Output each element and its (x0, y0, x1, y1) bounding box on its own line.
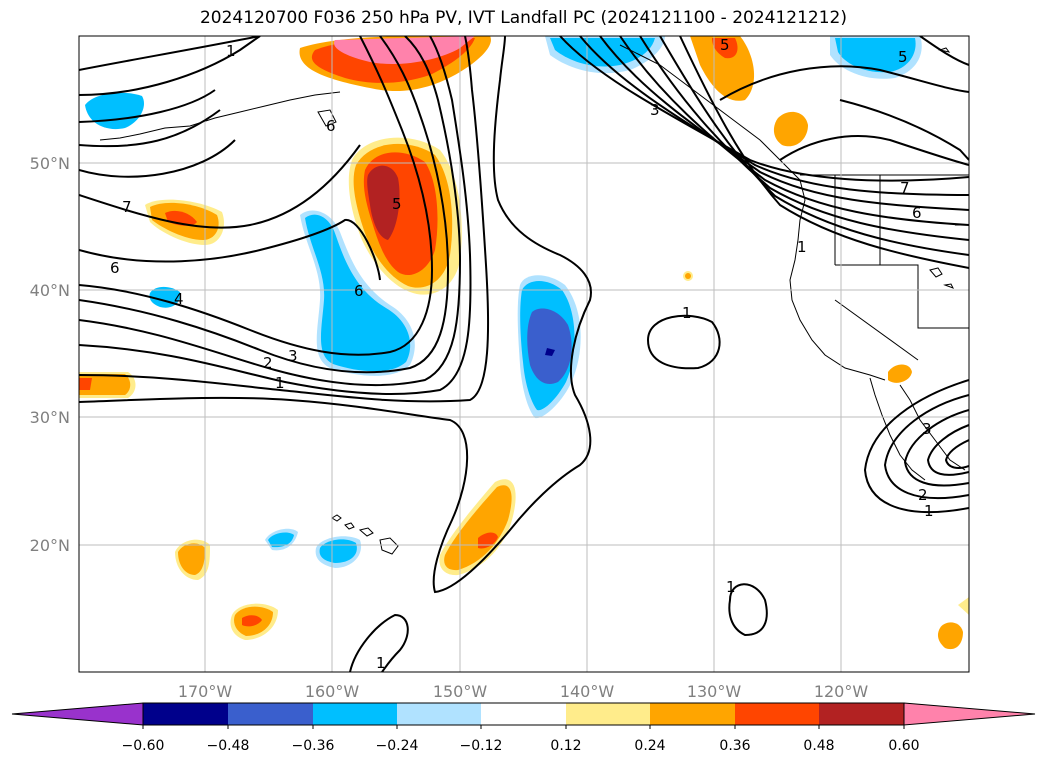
contour-label: 3 (650, 101, 660, 119)
lon-label-140w: 140°W (560, 682, 615, 701)
graticule (79, 36, 969, 672)
colorbar-tick-label: 0.60 (888, 738, 919, 754)
contour-label: 1 (924, 502, 934, 520)
contour-label: 4 (174, 290, 184, 308)
lat-label-20n: 20°N (30, 536, 70, 555)
colorbar-tick-label: −0.48 (207, 738, 250, 754)
map-frame (78, 35, 970, 673)
contour-label: 6 (110, 259, 120, 277)
lon-label-160w: 160°W (305, 682, 360, 701)
ivt-contours (79, 36, 969, 672)
contour-label: 1 (226, 42, 236, 60)
contour-label: 2 (918, 486, 928, 504)
colorbar-bin (397, 703, 481, 725)
lon-label-130w: 130°W (687, 682, 742, 701)
contour-label: 3 (288, 347, 298, 365)
colorbar-tick-label: −0.60 (122, 738, 165, 754)
contour-label: 1 (797, 238, 807, 256)
colorbar-bin (566, 703, 650, 725)
latitude-labels: 50°N 40°N 30°N 20°N (30, 154, 70, 555)
longitude-labels: 170°W 160°W 150°W 140°W 130°W 120°W (178, 682, 869, 701)
colorbar-tick-label: −0.12 (460, 738, 503, 754)
colorbar-bin (228, 703, 313, 725)
lon-label-120w: 120°W (814, 682, 869, 701)
lat-label-30n: 30°N (30, 408, 70, 427)
contour-label: 6 (912, 204, 922, 222)
lat-label-40n: 40°N (30, 281, 70, 300)
colorbar-tick-label: 0.24 (634, 738, 665, 754)
colorbar-bin (819, 703, 904, 725)
lat-label-50n: 50°N (30, 154, 70, 173)
map-panel: 1 6 7 6 4 5 6 3 2 1 5 3 5 1 7 6 1 1 3 2 … (79, 36, 969, 672)
colorbar-extend-low (11, 702, 144, 726)
colorbar: −0.60 −0.48 −0.36 −0.24 −0.12 0.12 0.24 … (11, 702, 1036, 754)
colorbar-tick-label: 0.12 (550, 738, 581, 754)
colorbar-tick-label: 0.36 (719, 738, 750, 754)
colorbar-bin (650, 703, 735, 725)
contour-label: 1 (682, 304, 692, 322)
colorbar-extend-high (903, 702, 1036, 726)
colorbar-tick-label: −0.36 (292, 738, 335, 754)
colorbar-bin (143, 703, 228, 725)
contour-label: 5 (392, 195, 402, 213)
contour-label: 1 (376, 654, 386, 672)
colorbar-bin (313, 703, 397, 725)
contour-labels: 1 6 7 6 4 5 6 3 2 1 5 3 5 1 7 6 1 1 3 2 … (110, 36, 934, 672)
contour-label: 5 (898, 48, 908, 66)
contour-label: 5 (720, 36, 730, 54)
contour-label: 1 (275, 374, 285, 392)
contour-label: 7 (122, 198, 132, 216)
contour-label: 6 (326, 117, 336, 135)
map-title: 2024120700 F036 250 hPa PV, IVT Landfall… (199, 8, 847, 28)
contour-label: 7 (900, 179, 910, 197)
lon-label-170w: 170°W (178, 682, 233, 701)
contour-label: 2 (263, 354, 273, 372)
colorbar-bin (481, 703, 566, 725)
positive-anomaly-top-right (690, 36, 755, 101)
coastlines (99, 44, 969, 555)
contour-label: 3 (922, 420, 932, 438)
lon-label-150w: 150°W (433, 682, 488, 701)
pv-shading (79, 36, 969, 650)
colorbar-bin (735, 703, 819, 725)
colorbar-tick-label: 0.48 (803, 738, 834, 754)
colorbar-tick-label: −0.24 (376, 738, 419, 754)
contour-label: 1 (726, 578, 736, 596)
contour-label: 6 (354, 282, 364, 300)
